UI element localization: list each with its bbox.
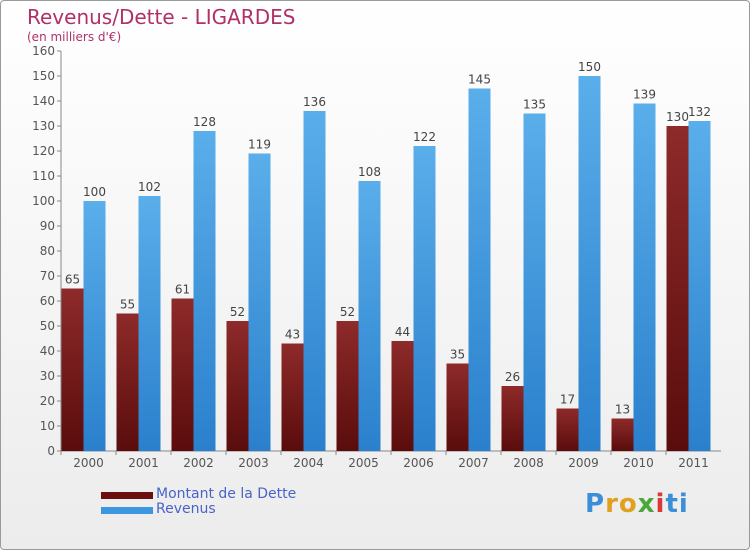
x-tick-label: 2002 (183, 456, 214, 470)
value-label-dette: 52 (230, 305, 245, 319)
bar-revenus (578, 76, 601, 451)
y-tick-label: 10 (40, 419, 55, 433)
x-tick-label: 2001 (128, 456, 159, 470)
y-tick-label: 120 (32, 144, 55, 158)
bar-revenus (523, 113, 546, 451)
bar-dette (336, 321, 359, 451)
y-tick-label: 160 (32, 44, 55, 58)
value-label-revenus: 100 (83, 185, 106, 199)
bar-dette (226, 321, 249, 451)
bar-chart: 0 10 20 30 40 50 60 70 80 90 100 110 120 130 140 150 160… (32, 44, 721, 470)
value-label-revenus: 108 (358, 165, 381, 179)
value-label-revenus: 128 (193, 115, 216, 129)
value-label-revenus: 135 (523, 98, 546, 112)
value-label-revenus: 145 (468, 73, 491, 87)
value-label-dette: 55 (120, 298, 135, 312)
legend-label-revenus: Revenus (156, 501, 216, 517)
x-tick-label: 2007 (458, 456, 489, 470)
bar-revenus (193, 131, 216, 451)
bar-revenus (413, 146, 436, 451)
value-label-revenus: 136 (303, 95, 326, 109)
chart-subtitle: (en milliers d'€) (27, 30, 122, 44)
x-tick-label: 2010 (623, 456, 654, 470)
bar-revenus (138, 196, 161, 451)
value-label-revenus: 122 (413, 130, 436, 144)
value-label-revenus: 139 (633, 88, 656, 102)
bar-revenus (633, 103, 656, 451)
value-label-dette: 65 (65, 273, 80, 287)
x-tick-label: 2005 (348, 456, 379, 470)
bar-dette (611, 418, 634, 451)
bar-dette (61, 288, 84, 451)
bar-revenus (468, 88, 491, 451)
bar-dette (501, 386, 524, 451)
bar-revenus (248, 153, 271, 451)
y-tick-label: 60 (40, 294, 55, 308)
value-label-dette: 61 (175, 283, 190, 297)
value-label-dette: 26 (505, 370, 520, 384)
x-tick-label: 2000 (73, 456, 104, 470)
value-label-dette: 13 (615, 403, 630, 417)
bar-dette (556, 408, 579, 451)
y-tick-label: 0 (47, 444, 55, 458)
value-label-dette: 35 (450, 348, 465, 362)
y-tick-label: 150 (32, 69, 55, 83)
y-tick-label: 80 (40, 244, 55, 258)
y-tick-label: 130 (32, 119, 55, 133)
bar-dette (171, 298, 194, 451)
value-label-dette: 43 (285, 328, 300, 342)
bar-dette (666, 126, 689, 451)
value-label-revenus: 132 (688, 105, 711, 119)
y-tick-label: 40 (40, 344, 55, 358)
y-tick-label: 20 (40, 394, 55, 408)
y-tick-label: 50 (40, 319, 55, 333)
legend-label-debt: Montant de la Dette (156, 486, 297, 502)
bar-dette (391, 341, 414, 451)
value-label-dette: 52 (340, 305, 355, 319)
bar-revenus (688, 121, 711, 451)
x-tick-label: 2009 (568, 456, 599, 470)
x-tick-label: 2004 (293, 456, 324, 470)
bar-dette (281, 343, 304, 451)
value-label-dette: 17 (560, 393, 575, 407)
bar-revenus (83, 201, 106, 451)
bar-dette (446, 363, 469, 451)
value-label-dette: 44 (395, 325, 410, 339)
y-tick-label: 140 (32, 94, 55, 108)
y-tick-label: 100 (32, 194, 55, 208)
bar-revenus (303, 111, 326, 451)
y-tick-label: 90 (40, 219, 55, 233)
legend-swatch-debt (101, 492, 153, 499)
x-tick-label: 2008 (513, 456, 544, 470)
y-tick-label: 110 (32, 169, 55, 183)
y-tick-label: 70 (40, 269, 55, 283)
bar-revenus (358, 181, 381, 451)
value-label-dette: 130 (666, 110, 689, 124)
y-tick-label: 30 (40, 369, 55, 383)
chart-title: Revenus/Dette - LIGARDES (27, 5, 296, 29)
value-label-revenus: 119 (248, 138, 271, 152)
value-label-revenus: 102 (138, 180, 161, 194)
value-label-revenus: 150 (578, 60, 601, 74)
x-tick-label: 2006 (403, 456, 434, 470)
proxiti-logo: Proxiti (585, 489, 689, 519)
legend-swatch-revenus (101, 507, 153, 514)
x-tick-label: 2011 (678, 456, 709, 470)
bar-dette (116, 313, 139, 451)
x-tick-label: 2003 (238, 456, 269, 470)
